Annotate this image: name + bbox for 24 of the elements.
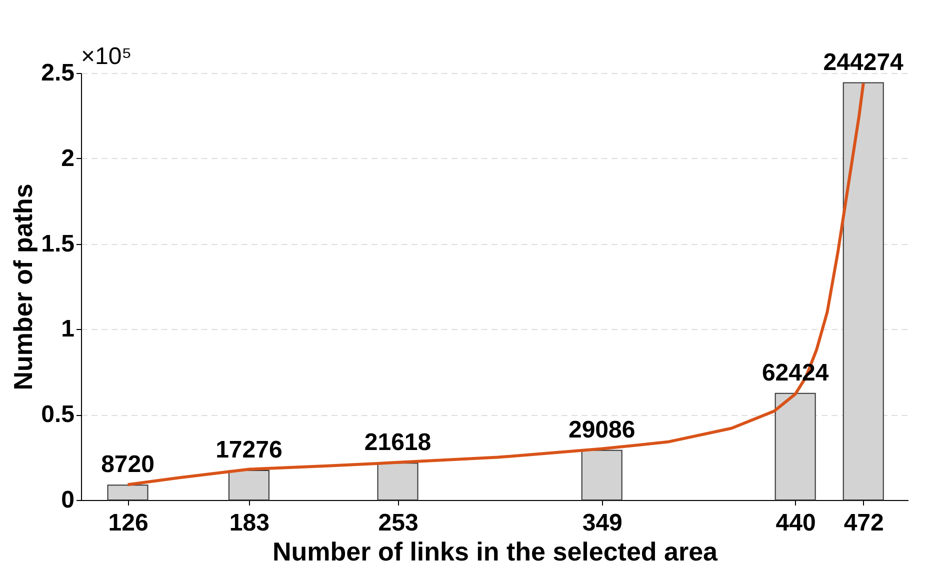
bar [107,484,148,500]
text: ×10⁵ [81,43,132,70]
y-tick-label: 2 [61,144,74,172]
bar [581,450,622,500]
annotation: 8720 [101,451,154,478]
bar [228,470,270,500]
y-tick-label: 1.5 [41,230,74,258]
x-axis-title: Number of links in the selected area [272,536,718,566]
x-tick-label: 126 [108,510,148,536]
annotation: 17276 [216,436,282,464]
y-tick-label: 1 [61,316,74,343]
y-tick-label: 2.5 [41,60,74,86]
annotation: 29086 [568,416,636,444]
annotation: 21618 [364,429,432,456]
x-tick-label: 349 [582,510,622,536]
x-tick-label: 440 [776,510,816,536]
bar [377,462,418,500]
x-tick-label: 472 [844,510,884,536]
y-tick-label: 0.5 [41,401,74,428]
x-tick-label: 253 [378,510,418,536]
x-tick-label: 183 [229,510,270,536]
annotation: 244274 [823,48,904,76]
y-tick-label: 0 [61,486,74,514]
y-axis-title: Number of paths [8,184,38,390]
